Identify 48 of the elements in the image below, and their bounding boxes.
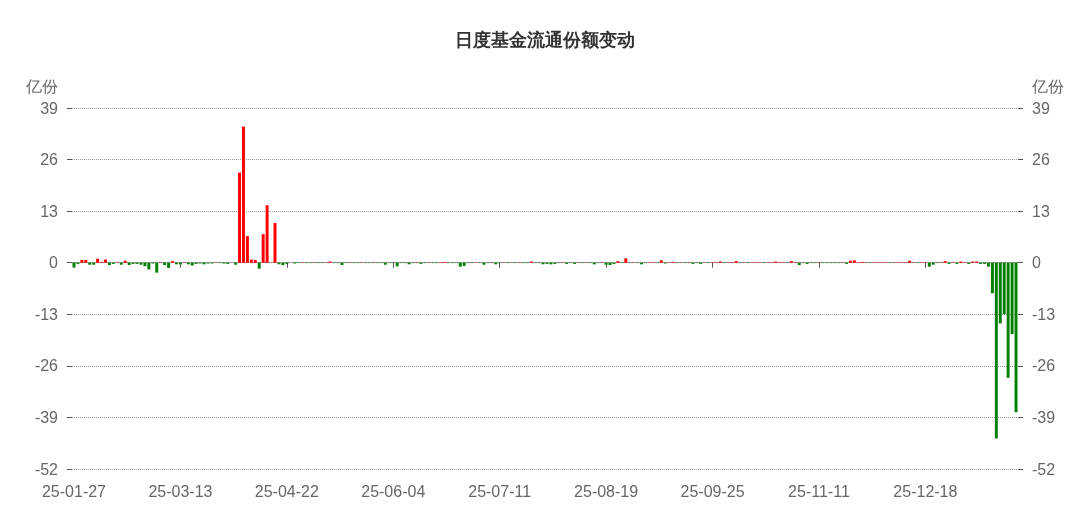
bar: [624, 258, 628, 263]
y2-tick-label: 13: [1032, 202, 1050, 220]
bar: [241, 126, 245, 263]
bar: [96, 258, 100, 263]
y2-tick-label: 0: [1032, 254, 1041, 272]
bar: [1006, 262, 1010, 378]
y-tick-label: -26: [34, 357, 59, 375]
y2-tick-label: -13: [1032, 305, 1056, 323]
bar: [994, 262, 998, 439]
x-tick-label: 25-03-13: [148, 482, 213, 500]
bar: [257, 262, 261, 269]
bar: [155, 262, 159, 273]
y-tick-label: -39: [34, 408, 59, 426]
bar: [1014, 262, 1018, 413]
y-axis-title: 亿份: [25, 77, 58, 95]
x-tick-label: 25-06-04: [361, 482, 426, 500]
bar: [458, 262, 462, 267]
x-tick-label: 25-01-27: [41, 482, 107, 500]
y-tick-label: -52: [34, 460, 59, 478]
y-tick-label: 0: [49, 254, 59, 272]
bar: [104, 259, 107, 263]
y-tick-label: -13: [34, 305, 59, 323]
bar: [80, 259, 84, 263]
bar: [253, 259, 257, 263]
y-tick-label: 13: [40, 202, 59, 220]
y2-tick-label: 39: [1032, 99, 1050, 117]
x-tick-label: 25-09-25: [680, 482, 745, 500]
x-tick-label: 25-12-18: [893, 482, 958, 500]
bar: [84, 259, 88, 263]
y-tick-label: 39: [40, 99, 59, 117]
y-tick-label: 26: [40, 151, 59, 169]
x-tick-label: 25-11-11: [788, 482, 850, 500]
bar: [659, 260, 663, 263]
bar: [462, 262, 466, 266]
y2-axis-title: 亿份: [1031, 77, 1064, 95]
y2-tick-label: -52: [1032, 460, 1056, 478]
bar: [147, 262, 151, 270]
bar: [927, 262, 931, 267]
y2-tick-label: -26: [1032, 357, 1056, 375]
bar: [852, 260, 856, 263]
x-tick-label: 25-07-11: [468, 482, 532, 500]
bar: [167, 262, 171, 268]
x-tick-label: 25-04-22: [254, 482, 319, 500]
bar: [265, 205, 269, 263]
x-tick-label: 25-08-19: [574, 482, 639, 500]
y2-tick-label: -39: [1032, 408, 1056, 426]
y2-tick-label: 26: [1032, 151, 1050, 169]
chart-title: 日度基金流通份额变动: [454, 30, 635, 50]
